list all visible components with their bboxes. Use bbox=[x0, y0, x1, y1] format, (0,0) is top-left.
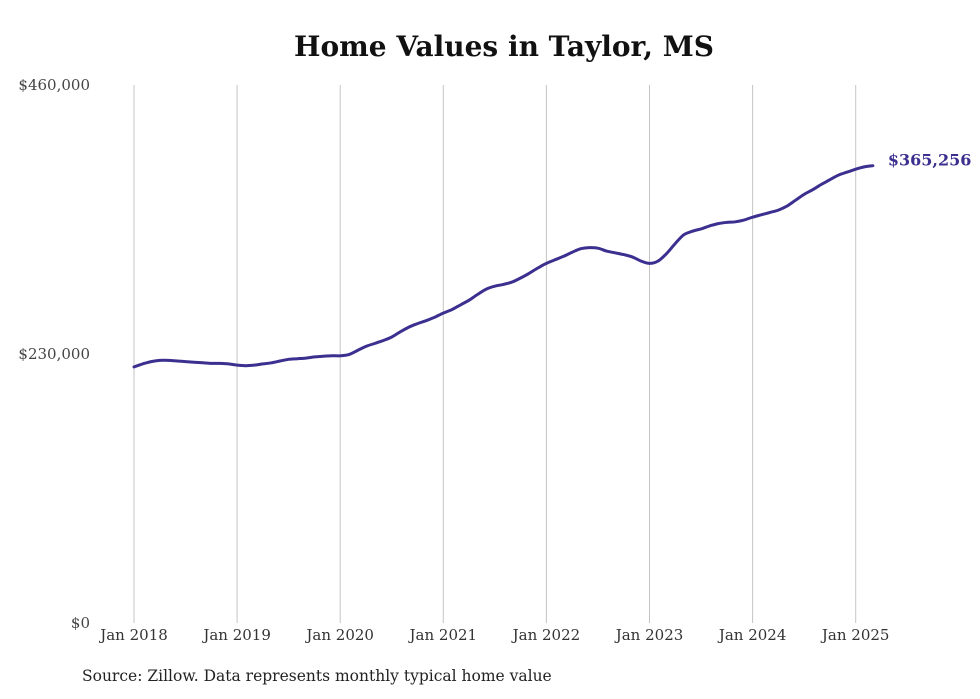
y-tick-label: $460,000 bbox=[18, 76, 90, 94]
source-note: Source: Zillow. Data represents monthly … bbox=[82, 667, 552, 685]
label-layer: $365,256 bbox=[888, 151, 972, 170]
x-tick-label: Jan 2024 bbox=[717, 626, 787, 644]
gridlines bbox=[133, 85, 857, 623]
y-tick-label: $0 bbox=[71, 614, 90, 632]
end-value-label: $365,256 bbox=[888, 151, 972, 170]
series-line bbox=[132, 164, 875, 369]
series-layer bbox=[132, 164, 875, 369]
x-tick-label: Jan 2023 bbox=[614, 626, 684, 644]
x-axis-ticks: Jan 2018 Jan 2019 Jan 2020 Jan 2021 Jan 2022… bbox=[98, 626, 889, 644]
y-tick-label: $230,000 bbox=[18, 345, 90, 363]
x-tick-label: Jan 2019 bbox=[201, 626, 271, 644]
x-tick-label: Jan 2020 bbox=[304, 626, 374, 644]
y-axis-ticks: $0 $230,000 $460,000 bbox=[18, 76, 90, 632]
x-tick-label: Jan 2022 bbox=[511, 626, 581, 644]
chart-title: Home Values in Taylor, MS bbox=[294, 30, 714, 63]
line-chart: $0$230,000$460,000 Jan 2018 Jan 2019 Jan 2… bbox=[18, 76, 972, 644]
x-tick-label: Jan 2025 bbox=[820, 626, 890, 644]
x-tick-label: Jan 2021 bbox=[408, 626, 478, 644]
x-tick-label: Jan 2018 bbox=[98, 626, 168, 644]
